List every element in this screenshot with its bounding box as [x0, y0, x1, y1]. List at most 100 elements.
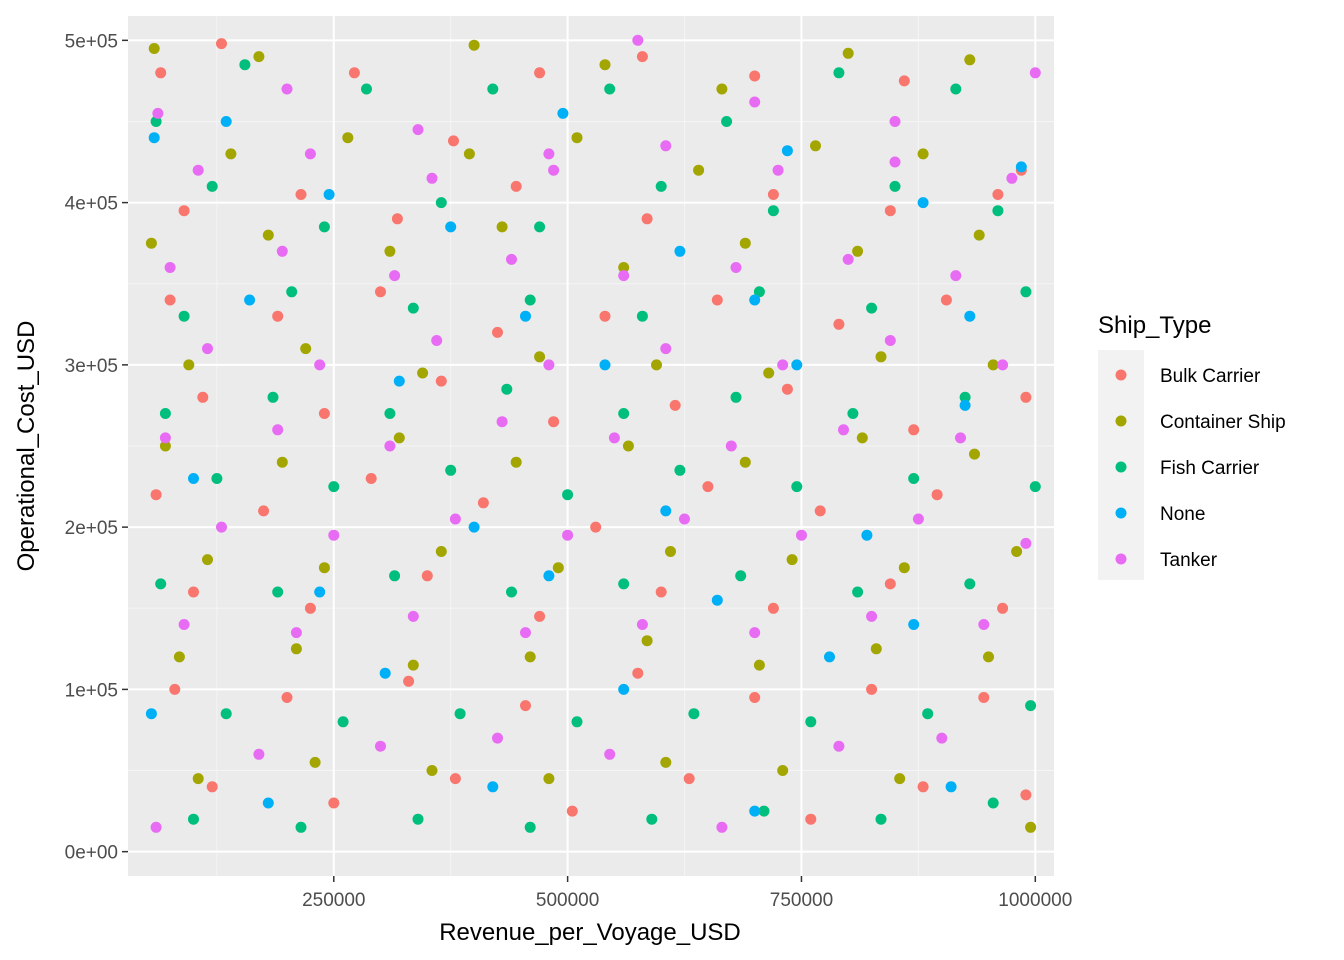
data-point: [753, 659, 765, 671]
data-point: [524, 821, 536, 833]
data-point: [225, 148, 237, 160]
legend-entry: Bulk Carrier: [1115, 366, 1261, 387]
data-point: [1025, 700, 1037, 712]
data-point: [178, 205, 190, 217]
data-point: [520, 700, 531, 712]
data-point: [543, 570, 555, 582]
x-tick-label: 1000000: [998, 890, 1072, 911]
data-point: [847, 408, 859, 419]
data-point: [384, 408, 396, 419]
data-point: [145, 708, 157, 720]
data-point: [152, 107, 164, 119]
data-point: [608, 432, 620, 444]
data-point: [749, 96, 761, 108]
data-point: [875, 813, 887, 825]
data-point: [646, 813, 658, 825]
data-point: [477, 497, 489, 509]
data-point: [384, 245, 396, 257]
data-point: [281, 83, 293, 95]
data-point: [739, 456, 751, 468]
data-point: [908, 619, 920, 630]
data-point: [389, 570, 401, 582]
data-point: [997, 359, 1009, 371]
data-point: [950, 270, 962, 282]
data-point: [660, 343, 672, 355]
data-point: [543, 148, 555, 160]
data-point: [636, 619, 648, 630]
data-point: [767, 189, 779, 200]
data-point: [730, 391, 742, 403]
data-point: [683, 773, 695, 785]
data-point: [833, 318, 845, 330]
legend-key: [1115, 415, 1127, 427]
data-point: [449, 513, 461, 525]
data-point: [384, 440, 396, 452]
data-point: [725, 440, 737, 452]
data-point: [262, 797, 274, 809]
y-tick-label: 4e+05: [65, 194, 118, 215]
data-point: [1020, 537, 1032, 549]
data-point: [417, 367, 429, 379]
data-point: [1020, 391, 1032, 403]
data-point: [889, 116, 901, 127]
data-point: [931, 489, 943, 501]
legend-entry: None: [1115, 504, 1205, 525]
data-point: [842, 47, 854, 59]
data-point: [534, 610, 546, 622]
data-point: [173, 651, 185, 663]
legend-entry: Container Ship: [1115, 412, 1286, 433]
data-point: [375, 740, 386, 752]
data-point: [978, 619, 990, 630]
data-point: [922, 708, 934, 720]
legend: Ship_Type Bulk Carrier Container Ship Fish…: [1098, 312, 1286, 580]
data-point: [814, 505, 826, 517]
data-point: [866, 610, 878, 622]
data-point: [220, 116, 232, 127]
data-point: [295, 821, 307, 833]
data-point: [866, 302, 878, 314]
data-point: [435, 546, 447, 557]
legend-label: None: [1160, 504, 1205, 525]
data-point: [206, 781, 218, 793]
data-point: [543, 773, 555, 785]
data-point: [276, 456, 288, 468]
data-point: [590, 521, 602, 533]
data-point: [421, 570, 433, 582]
data-point: [950, 83, 962, 95]
data-point: [145, 237, 157, 249]
data-point: [651, 359, 662, 371]
data-point: [304, 148, 316, 160]
data-point: [393, 375, 405, 387]
data-point: [300, 343, 312, 355]
data-point: [870, 643, 882, 655]
data-point: [216, 521, 227, 533]
data-point: [286, 286, 298, 298]
data-point: [178, 619, 190, 630]
data-point: [206, 180, 218, 192]
data-point: [290, 627, 302, 639]
data-point: [622, 440, 634, 452]
data-point: [665, 546, 676, 557]
data-point: [348, 67, 360, 79]
data-point: [1015, 161, 1027, 173]
y-tick-label: 2e+05: [65, 518, 118, 539]
data-point: [323, 189, 335, 200]
data-point: [669, 399, 681, 411]
data-point: [875, 351, 887, 363]
data-point: [361, 83, 372, 95]
data-point: [866, 683, 878, 695]
data-point: [604, 83, 616, 95]
data-point: [426, 765, 438, 776]
data-point: [150, 821, 162, 833]
data-point: [571, 132, 583, 144]
data-point: [202, 554, 213, 566]
legend-key: [1115, 507, 1127, 519]
data-point: [833, 740, 845, 752]
y-tick-label: 3e+05: [65, 356, 118, 377]
legend-label: Bulk Carrier: [1160, 366, 1261, 387]
data-point: [894, 773, 906, 785]
data-point: [183, 359, 195, 371]
data-point: [716, 83, 728, 95]
data-point: [618, 683, 630, 695]
